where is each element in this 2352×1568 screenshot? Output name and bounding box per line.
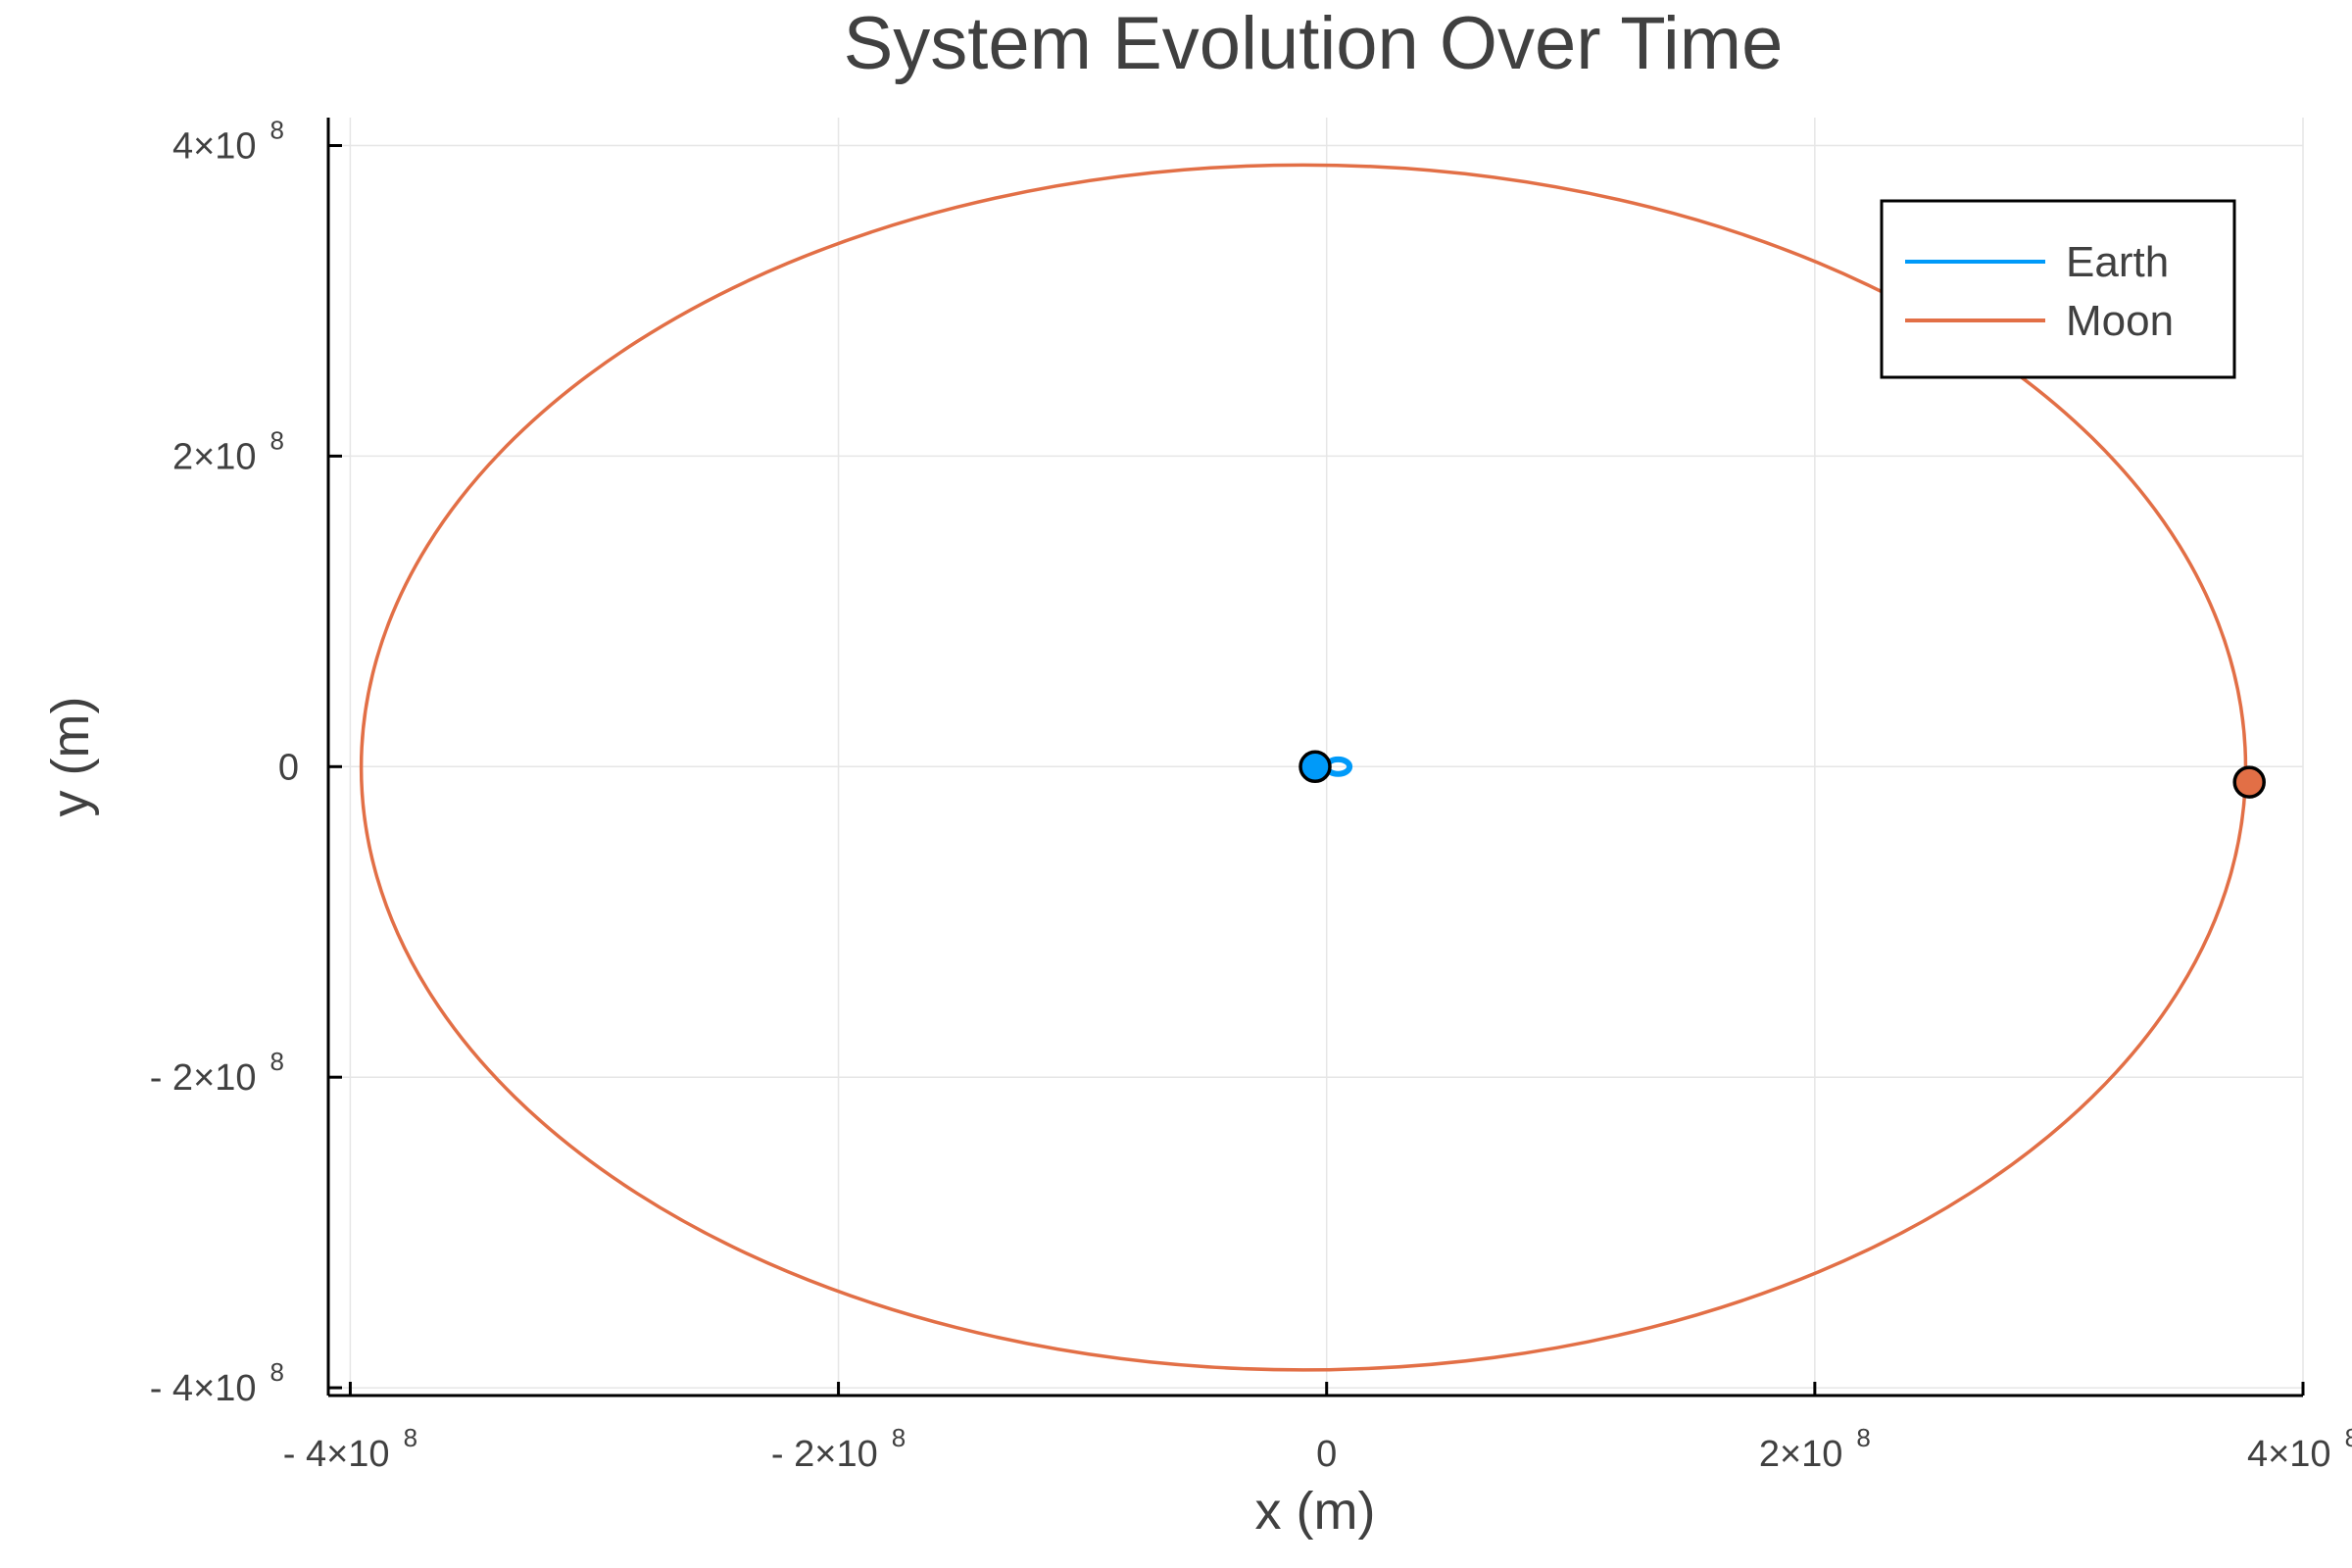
legend-label-earth: Earth — [2066, 238, 2169, 286]
x-axis-label: x (m) — [1255, 1482, 1376, 1541]
x-tick-label: - 4×10 8 — [283, 1423, 417, 1475]
earth-position-marker — [1298, 750, 1332, 784]
chart-title: System Evolution Over Time — [844, 2, 1784, 85]
axes — [326, 118, 2305, 1397]
moon-position-marker — [2232, 765, 2266, 799]
legend-label-moon: Moon — [2066, 297, 2174, 345]
grid-lines — [328, 118, 2304, 1396]
y-tick-label: - 2×10 8 — [150, 1047, 284, 1099]
y-tick-label: 0 — [278, 747, 299, 788]
x-tick-label: 2×10 8 — [1759, 1423, 1871, 1475]
legend: Earth Moon — [1880, 199, 2236, 379]
plot-area — [359, 163, 2266, 1372]
x-tick-label: 4×10 8 — [2247, 1423, 2352, 1475]
y-tick-label: 4×10 8 — [172, 116, 284, 168]
x-tick-label: - 2×10 8 — [771, 1423, 906, 1475]
legend-box — [1880, 199, 2236, 379]
y-tick-label: 2×10 8 — [172, 425, 284, 477]
y-tick-label: - 4×10 8 — [150, 1357, 284, 1409]
x-tick-label: 0 — [1316, 1434, 1337, 1475]
y-axis-label: y (m) — [41, 697, 100, 817]
